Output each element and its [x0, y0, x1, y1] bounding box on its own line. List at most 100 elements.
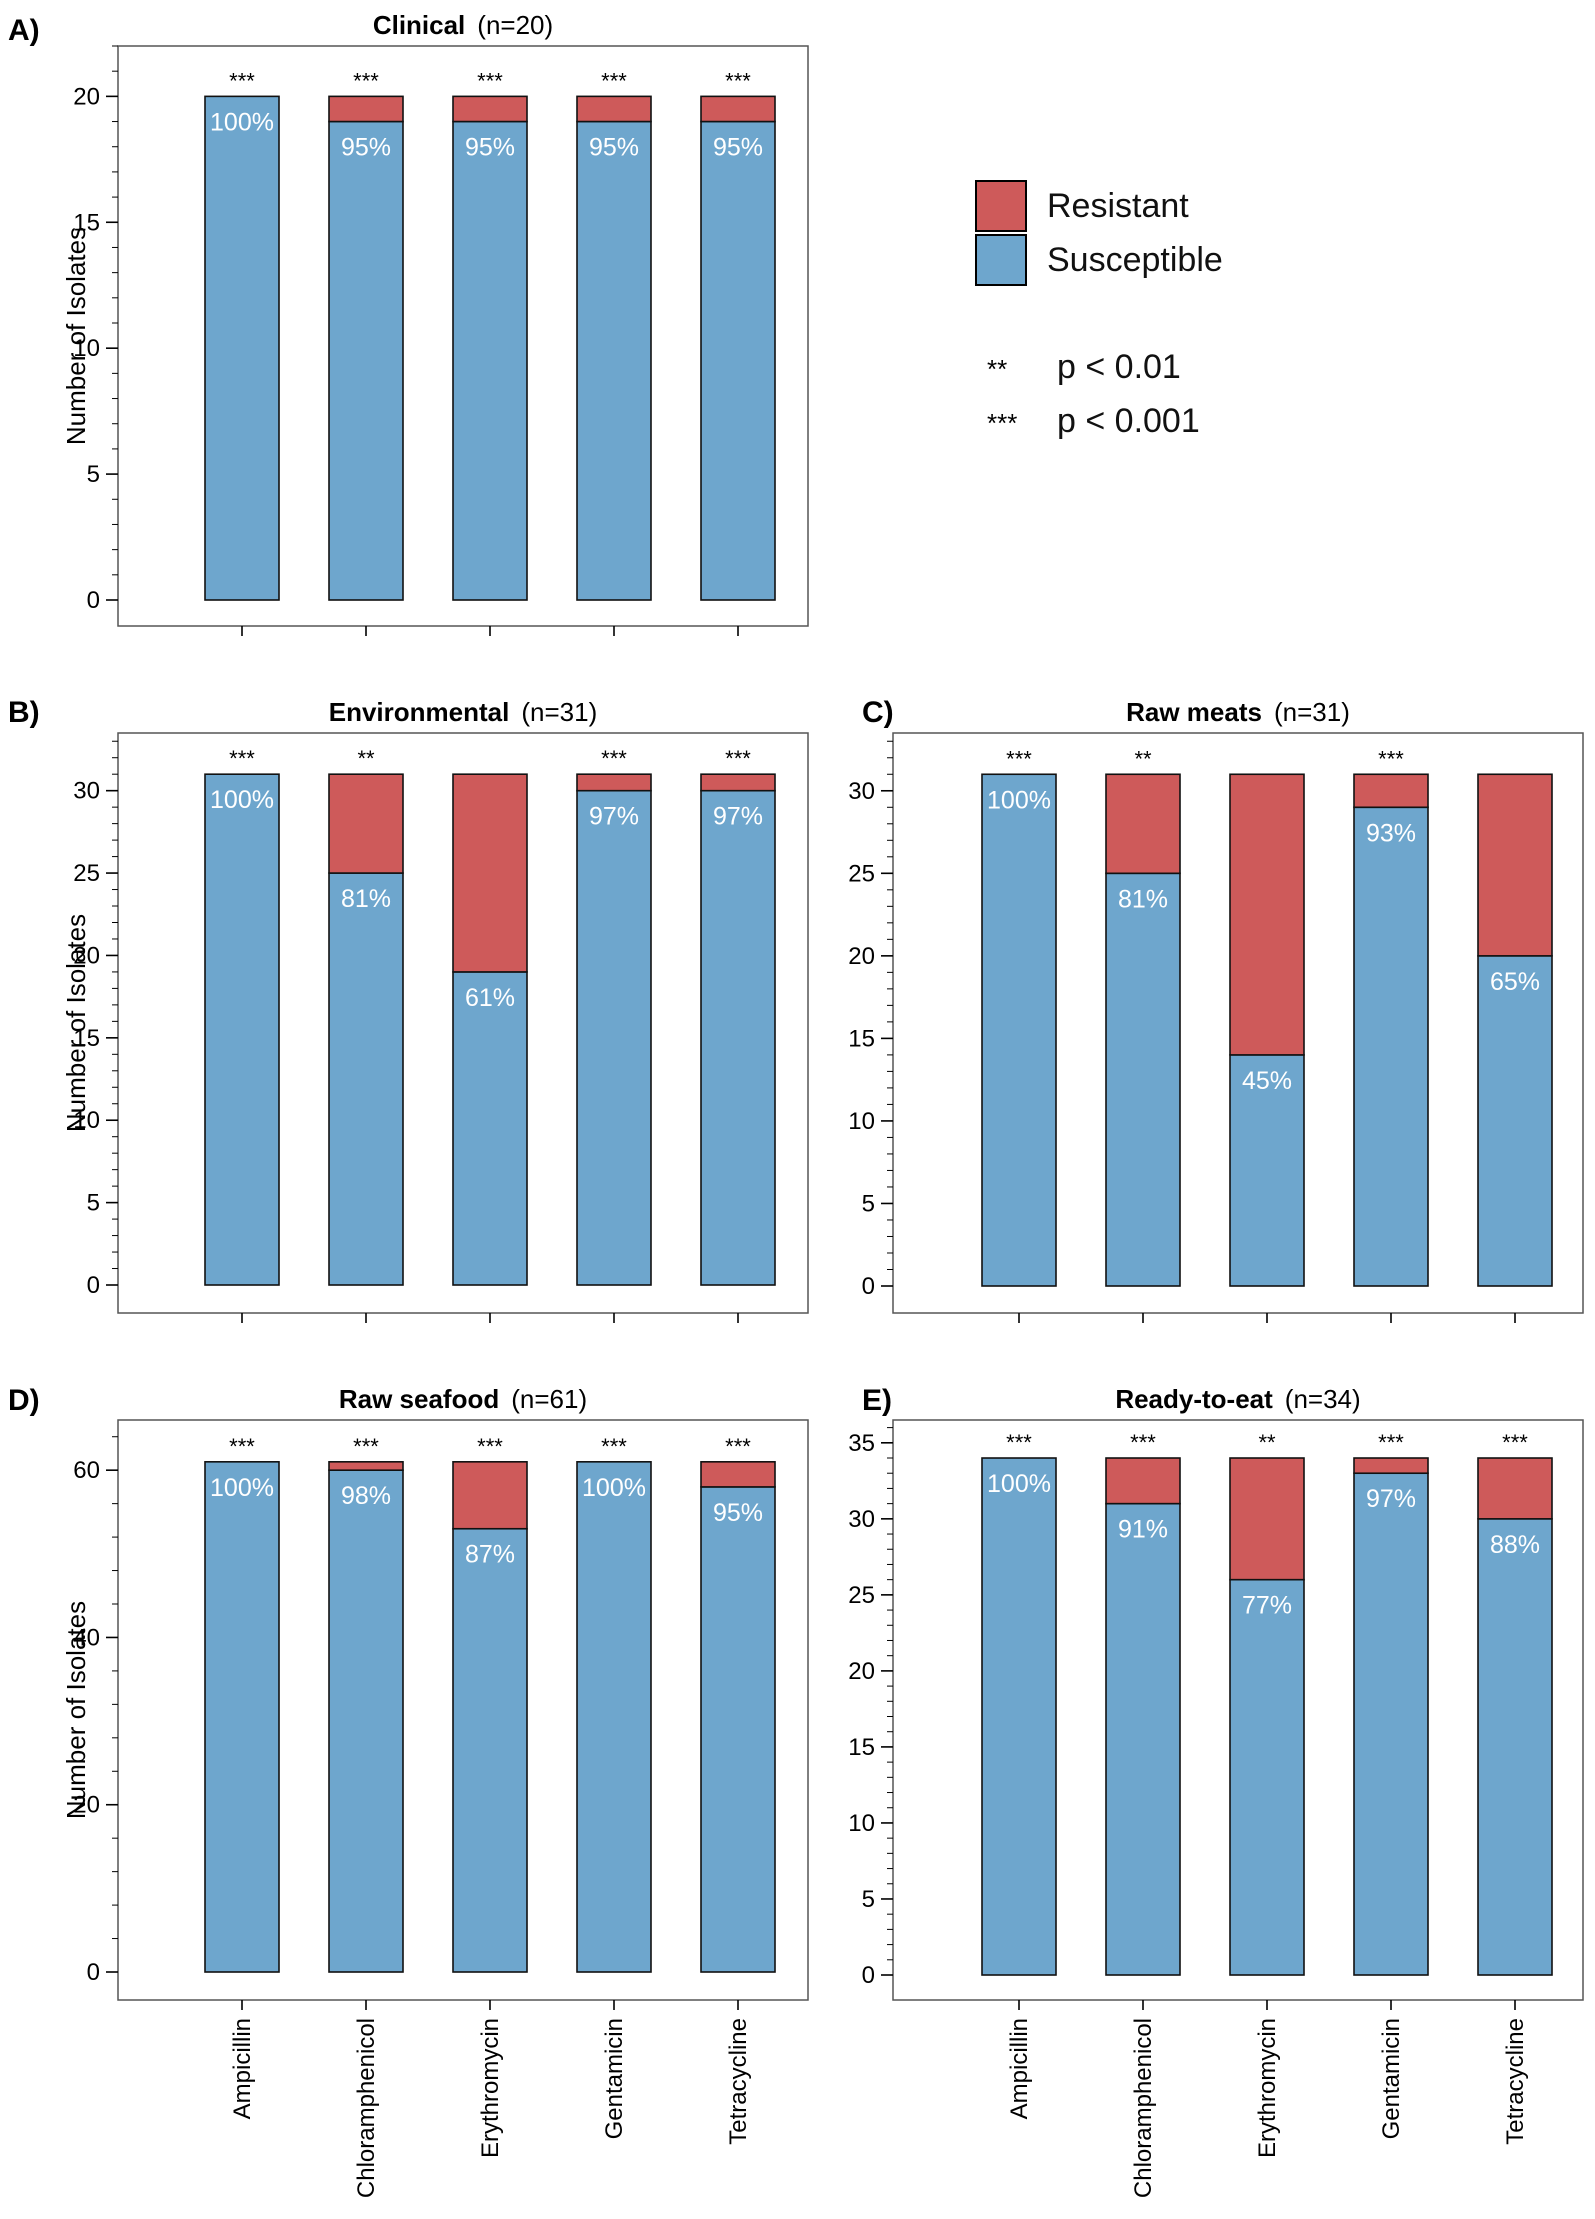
- data-label-percent: 100%: [582, 1474, 646, 1502]
- bar-resistant-gentamicin: [576, 773, 652, 792]
- bar-resistant-chloramphenicol: [328, 773, 404, 874]
- significance-marker: ***: [1006, 746, 1032, 771]
- bar-resistant-erythromycin: [452, 773, 528, 973]
- bar-susceptible-chloramphenicol: [328, 872, 404, 1286]
- legend-swatch-susceptible: [975, 234, 1027, 286]
- panel-label: C): [862, 696, 894, 729]
- y-tick-label: 20: [73, 1792, 100, 1819]
- data-label-percent: 95%: [713, 1499, 763, 1527]
- legend-label-resistant: Resistant: [1047, 186, 1189, 225]
- significance-marker: ***: [601, 1434, 627, 1459]
- y-tick-label: 30: [848, 1506, 875, 1533]
- y-tick-label: 15: [848, 1025, 875, 1052]
- panel-label: B): [8, 696, 40, 729]
- panel-label: D): [8, 1384, 40, 1417]
- y-tick-label: 5: [87, 461, 100, 488]
- bar-susceptible-ampicillin: [204, 773, 280, 1286]
- bar-resistant-chloramphenicol: [1105, 1457, 1181, 1505]
- y-tick-label: 10: [848, 1810, 875, 1837]
- chart-title: Environmental (n=31): [329, 697, 597, 727]
- significance-marker: ***: [725, 68, 751, 93]
- chart-title: Raw meats (n=31): [1126, 697, 1350, 727]
- significance-marker: ***: [229, 1434, 255, 1459]
- y-tick-label: 0: [87, 1272, 100, 1299]
- data-label-percent: 93%: [1366, 819, 1416, 847]
- data-label-percent: 61%: [465, 984, 515, 1012]
- bar-susceptible-chloramphenicol: [328, 1469, 404, 1973]
- bar-susceptible-tetracycline: [700, 1486, 776, 1973]
- y-tick-label: 40: [73, 1624, 100, 1651]
- chart-title: Clinical (n=20): [373, 10, 553, 40]
- bar-resistant-chloramphenicol: [1105, 773, 1181, 875]
- y-tick-label: 20: [73, 83, 100, 110]
- y-axis-label: Number of Isolates: [61, 1601, 91, 1819]
- significance-marker: ***: [725, 746, 751, 771]
- significance-marker: ***: [1006, 1430, 1032, 1455]
- significance-marker: **: [357, 746, 375, 771]
- data-label-percent: 95%: [465, 134, 515, 162]
- data-label-percent: 87%: [465, 1541, 515, 1569]
- y-tick-label: 5: [87, 1190, 100, 1217]
- y-tick-label: 20: [848, 943, 875, 970]
- bar-resistant-gentamicin: [1353, 773, 1429, 809]
- x-tick-label-erythromycin: Erythromycin: [477, 2018, 504, 2158]
- panel-label: E): [862, 1384, 892, 1417]
- chart-panel-3: C) Raw meats (n=31) 0 5 10 15 20 25 30 100% *** 81% *…: [848, 696, 1584, 1323]
- significance-marker: ***: [1130, 1430, 1156, 1455]
- bar-susceptible-tetracycline: [1477, 1518, 1553, 1976]
- data-label-percent: 77%: [1242, 1592, 1292, 1620]
- x-tick-label-tetracycline: Tetracycline: [725, 2018, 752, 2145]
- bar-susceptible-tetracycline: [1477, 955, 1553, 1287]
- x-tick-label-ampicillin: Ampicillin: [229, 2018, 256, 2119]
- y-tick-label: 0: [862, 1962, 875, 1989]
- bar-susceptible-ampicillin: [204, 1461, 280, 1973]
- y-tick-label: 25: [848, 1582, 875, 1609]
- plot-frame: [892, 732, 1584, 1314]
- bar-susceptible-tetracycline: [700, 789, 776, 1286]
- data-label-percent: 95%: [589, 134, 639, 162]
- data-label-percent: 100%: [210, 108, 274, 136]
- legend-label-susceptible: Susceptible: [1047, 240, 1223, 279]
- bar-resistant-gentamicin: [1353, 1457, 1429, 1475]
- x-tick-label-erythromycin: Erythromycin: [1254, 2018, 1281, 2158]
- bar-susceptible-chloramphenicol: [1105, 1502, 1181, 1976]
- y-tick-label: 25: [73, 860, 100, 887]
- significance-marker: ***: [1502, 1430, 1528, 1455]
- y-tick-label: 35: [848, 1430, 875, 1457]
- legend: Resistant Susceptible ** p < 0.01 *** p …: [975, 180, 1395, 460]
- y-tick-label: 25: [848, 860, 875, 887]
- legend-sig-text-2: p < 0.01: [1057, 348, 1181, 386]
- bar-susceptible-erythromycin: [452, 120, 528, 601]
- bar-susceptible-ampicillin: [981, 1457, 1057, 1976]
- data-label-percent: 100%: [987, 1470, 1051, 1498]
- legend-sig-mark-3: ***: [987, 408, 1018, 438]
- legend-swatch-resistant: [975, 180, 1027, 232]
- bar-resistant-tetracycline: [700, 1461, 776, 1488]
- bar-resistant-gentamicin: [576, 95, 652, 123]
- chart-panel-2: B) Environmental (n=31) 0 5 10 15 20 25 30 Number …: [8, 696, 809, 1323]
- y-tick-label: 5: [862, 1190, 875, 1217]
- significance-marker: ***: [1378, 746, 1404, 771]
- y-axis-label: Number of Isolates: [61, 227, 91, 445]
- bar-resistant-tetracycline: [700, 95, 776, 123]
- bar-susceptible-gentamicin: [576, 789, 652, 1286]
- legend-sig-text-3: p < 0.001: [1057, 402, 1200, 440]
- panel-label: A): [8, 14, 40, 47]
- y-tick-label: 30: [848, 778, 875, 805]
- legend-significance-2: ** p < 0.01: [987, 348, 1181, 387]
- y-tick-label: 10: [73, 335, 100, 362]
- data-label-percent: 95%: [713, 134, 763, 162]
- bar-resistant-chloramphenicol: [328, 1461, 404, 1471]
- bar-susceptible-erythromycin: [452, 1527, 528, 1973]
- y-tick-label: 0: [862, 1273, 875, 1300]
- data-label-percent: 100%: [210, 1474, 274, 1502]
- bar-susceptible-erythromycin: [1229, 1578, 1305, 1976]
- bar-susceptible-erythromycin: [1229, 1054, 1305, 1287]
- chart-panel-4: D) Raw seafood (n=61) 0 20 40 60 Number of Isol…: [8, 1384, 809, 2198]
- significance-marker: ***: [353, 1434, 379, 1459]
- legend-item-resistant: Resistant: [975, 180, 1189, 232]
- chart-title: Raw seafood (n=61): [339, 1384, 587, 1414]
- bar-susceptible-erythromycin: [452, 971, 528, 1286]
- y-tick-label: 60: [73, 1457, 100, 1484]
